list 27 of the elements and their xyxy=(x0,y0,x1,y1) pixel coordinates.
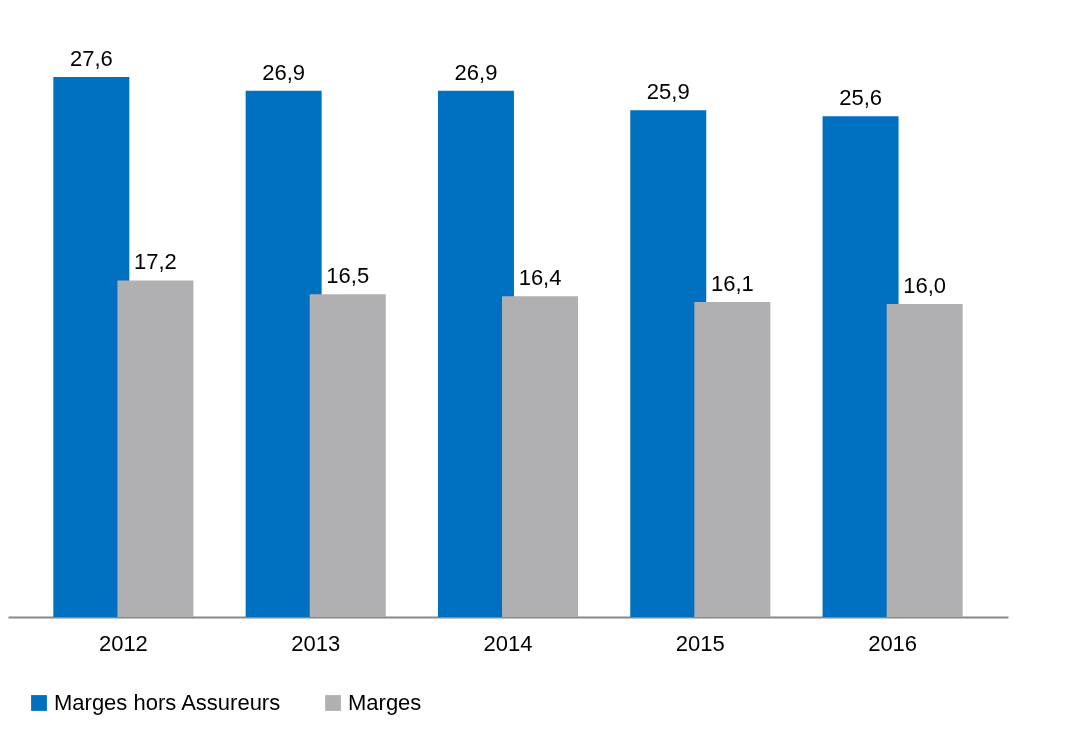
data-label: 26,9 xyxy=(454,59,498,85)
data-label: 16,5 xyxy=(326,263,370,289)
data-label: 16,1 xyxy=(710,271,754,296)
data-label: 25,6 xyxy=(839,85,882,111)
x-tick-label: 2012 xyxy=(98,630,148,656)
bar xyxy=(886,303,963,617)
x-tick-label: 2015 xyxy=(675,630,725,656)
x-tick-label: 2013 xyxy=(291,630,341,656)
data-label: 17,2 xyxy=(134,249,177,275)
data-label: 27,6 xyxy=(69,46,113,71)
bar xyxy=(630,110,707,617)
data-label: 16,0 xyxy=(903,272,947,298)
bar xyxy=(822,116,899,617)
bar xyxy=(53,77,130,617)
x-tick-label: 2016 xyxy=(868,630,918,656)
bar xyxy=(502,296,579,617)
bar xyxy=(245,90,322,617)
bar xyxy=(117,280,194,617)
x-tick-label: 2014 xyxy=(483,630,533,656)
data-label: 26,9 xyxy=(262,59,306,85)
bar xyxy=(309,294,386,617)
bar xyxy=(437,90,514,617)
legend-label: Marges hors Assureurs xyxy=(54,690,281,715)
bar xyxy=(694,302,771,617)
legend-label: Marges xyxy=(348,690,422,715)
data-label: 25,9 xyxy=(646,79,690,105)
data-label: 16,4 xyxy=(518,265,562,291)
